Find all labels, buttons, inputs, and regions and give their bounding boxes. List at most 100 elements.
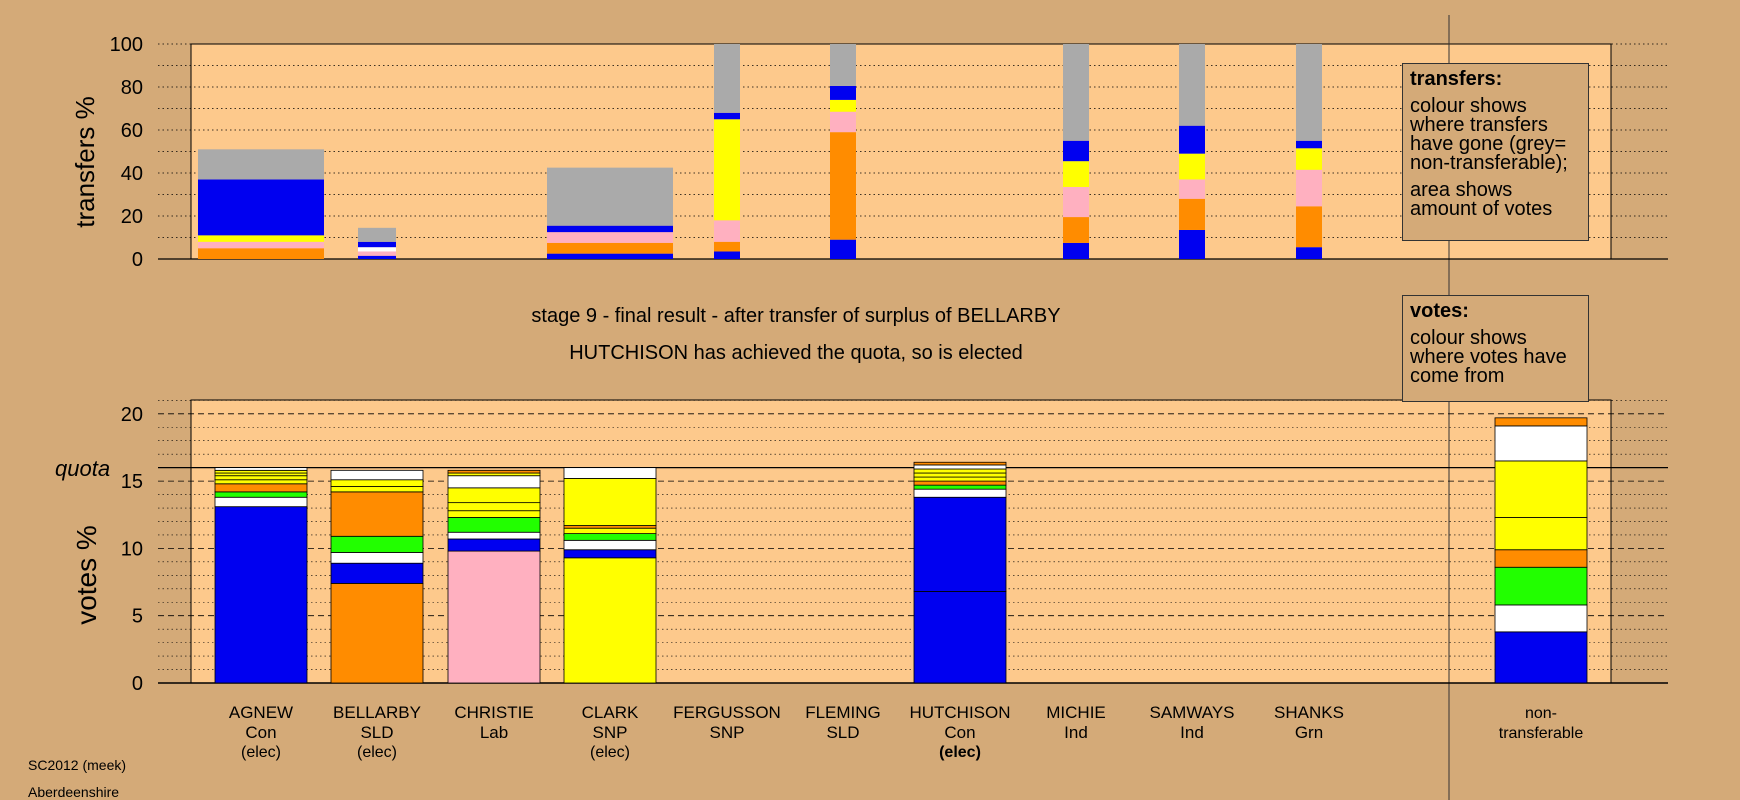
vote-segment — [214, 483, 308, 493]
vote-segment — [447, 531, 541, 540]
transfers-y-ticks: 0 20 40 60 80 100 — [110, 34, 143, 271]
vote-segment — [1494, 631, 1588, 684]
transfers-y-tick-label: 40 — [121, 163, 143, 185]
candidate-party: Con — [245, 723, 276, 742]
transfer-segment — [1179, 229, 1205, 259]
vote-segment — [913, 476, 1007, 482]
vote-segment — [330, 552, 424, 564]
vote-segment — [1494, 517, 1588, 551]
vote-segment — [1494, 460, 1588, 518]
vote-segment — [1494, 417, 1588, 427]
transfer-segment — [830, 132, 856, 240]
vote-segment — [913, 488, 1007, 498]
transfer-segment — [830, 85, 856, 100]
candidate-name: MICHIE — [1046, 703, 1106, 722]
candidate-name: AGNEW — [229, 703, 293, 722]
candidate-status: (elec) — [939, 744, 981, 761]
vote-segment — [913, 468, 1007, 474]
vote-segment — [214, 475, 308, 481]
transfer-segment — [714, 119, 740, 221]
votes-y-ticks: 0 5 10 15 20 — [121, 404, 143, 695]
vote-segment — [447, 538, 541, 552]
vote-segment — [447, 472, 541, 477]
candidate-name: SHANKS — [1274, 703, 1344, 722]
transfer-segment — [1296, 169, 1322, 207]
vote-segment — [447, 550, 541, 684]
transfer-segment — [1179, 153, 1205, 180]
transfer-segment — [830, 44, 856, 86]
vote-segment — [913, 480, 1007, 486]
vote-segment — [447, 510, 541, 518]
votes-plot-area — [190, 399, 1612, 684]
vote-segment — [447, 469, 541, 474]
transfer-segment — [1296, 140, 1322, 149]
nontransferable-label-line2: transferable — [1499, 725, 1584, 742]
vote-segment — [214, 506, 308, 684]
candidate-status: (elec) — [357, 744, 397, 761]
candidate-labels: AGNEWCon(elec)BELLARBYSLD(elec)CHRISTIEL… — [229, 703, 1344, 761]
transfer-segment — [1296, 44, 1322, 141]
candidate-party: SNP — [710, 723, 745, 742]
headline-line1: stage 9 - final result - after transfer … — [531, 305, 1060, 327]
transfers-y-tick-label: 60 — [121, 120, 143, 142]
vote-segment — [913, 461, 1007, 466]
transfer-segment — [1063, 217, 1089, 243]
transfer-segment — [198, 149, 324, 180]
vote-segment — [913, 591, 1007, 684]
vote-segment — [447, 475, 541, 489]
vote-segment — [563, 533, 657, 541]
transfer-segment — [358, 247, 396, 252]
vote-segment — [214, 469, 308, 474]
transfer-segment — [198, 179, 324, 236]
transfer-segment — [1179, 198, 1205, 230]
transfers-legend-title: transfers: — [1410, 68, 1503, 90]
vote-segment — [563, 467, 657, 479]
vote-segment — [330, 535, 424, 553]
vote-segment — [1494, 566, 1588, 606]
transfer-segment — [358, 241, 396, 248]
candidate-party: SLD — [360, 723, 393, 742]
vote-segment — [447, 487, 541, 504]
vote-segment — [214, 479, 308, 485]
transfers-y-tick-label: 20 — [121, 206, 143, 228]
transfer-segment — [1063, 186, 1089, 218]
votes-y-axis-label: votes % — [71, 525, 102, 625]
votes-legend-title: votes: — [1410, 300, 1469, 322]
transfer-segment — [1179, 125, 1205, 154]
vote-segment — [447, 517, 541, 533]
transfer-segment — [198, 241, 324, 249]
vote-segment — [563, 549, 657, 559]
transfer-segment — [714, 44, 740, 113]
transfer-segment — [830, 99, 856, 112]
quota-label: quota — [55, 456, 110, 481]
headline-line2: HUTCHISON has achieved the quota, so is … — [569, 342, 1023, 364]
transfer-segment — [830, 111, 856, 133]
vote-segment — [330, 491, 424, 537]
transfer-segment — [1296, 206, 1322, 248]
vote-segment — [563, 527, 657, 534]
vote-segment — [913, 464, 1007, 470]
votes-y-tick-label: 10 — [121, 538, 143, 560]
nontransferable-label-line1: non- — [1525, 705, 1557, 722]
transfer-segment — [830, 239, 856, 259]
vote-segment — [330, 582, 424, 684]
candidate-status: (elec) — [590, 744, 630, 761]
transfer-segment — [1179, 179, 1205, 199]
votes-y-tick-label: 20 — [121, 404, 143, 426]
transfers-y-tick-label: 100 — [110, 34, 143, 56]
transfers-legend-text-2: area shows amount of votes — [1410, 179, 1553, 220]
vote-segment — [1494, 604, 1588, 633]
candidate-name: FERGUSSON — [673, 703, 781, 722]
candidate-name: FLEMING — [805, 703, 881, 722]
transfer-segment — [714, 251, 740, 259]
transfer-segment — [198, 235, 324, 242]
candidate-name: BELLARBY — [333, 703, 421, 722]
vote-segment — [913, 472, 1007, 478]
vote-segment — [563, 557, 657, 684]
vote-segment — [1494, 549, 1588, 568]
candidate-party: SNP — [593, 723, 628, 742]
transfers-y-axis-label: transfers % — [70, 96, 100, 228]
transfer-segment — [358, 227, 396, 242]
votes-bars — [214, 417, 1588, 684]
